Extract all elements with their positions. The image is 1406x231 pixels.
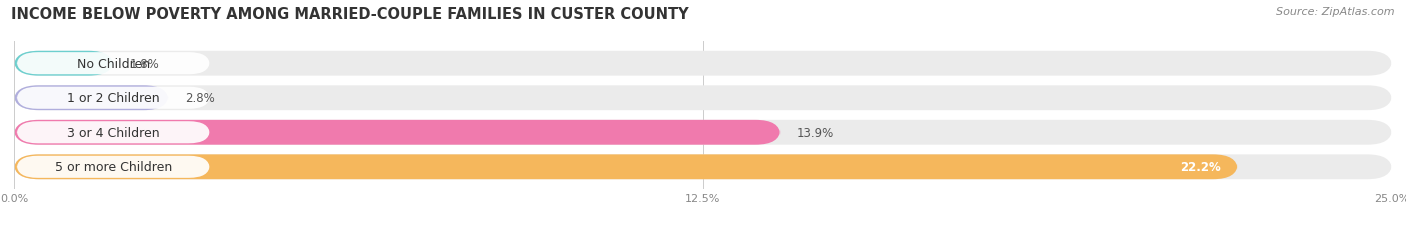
FancyBboxPatch shape bbox=[14, 120, 1392, 145]
Text: 5 or more Children: 5 or more Children bbox=[55, 161, 172, 173]
FancyBboxPatch shape bbox=[14, 52, 1392, 76]
Text: Source: ZipAtlas.com: Source: ZipAtlas.com bbox=[1277, 7, 1395, 17]
FancyBboxPatch shape bbox=[14, 86, 169, 111]
Text: 1 or 2 Children: 1 or 2 Children bbox=[67, 92, 159, 105]
FancyBboxPatch shape bbox=[14, 155, 1237, 179]
Text: 13.9%: 13.9% bbox=[797, 126, 834, 139]
FancyBboxPatch shape bbox=[17, 87, 209, 109]
FancyBboxPatch shape bbox=[14, 52, 114, 76]
FancyBboxPatch shape bbox=[14, 155, 1392, 179]
Text: INCOME BELOW POVERTY AMONG MARRIED-COUPLE FAMILIES IN CUSTER COUNTY: INCOME BELOW POVERTY AMONG MARRIED-COUPL… bbox=[11, 7, 689, 22]
FancyBboxPatch shape bbox=[14, 120, 780, 145]
Text: 22.2%: 22.2% bbox=[1180, 161, 1220, 173]
FancyBboxPatch shape bbox=[17, 122, 209, 144]
FancyBboxPatch shape bbox=[17, 156, 209, 178]
Text: 1.8%: 1.8% bbox=[129, 58, 159, 70]
Text: 2.8%: 2.8% bbox=[186, 92, 215, 105]
FancyBboxPatch shape bbox=[17, 53, 209, 75]
Text: 3 or 4 Children: 3 or 4 Children bbox=[67, 126, 159, 139]
FancyBboxPatch shape bbox=[14, 86, 1392, 111]
Text: No Children: No Children bbox=[77, 58, 150, 70]
